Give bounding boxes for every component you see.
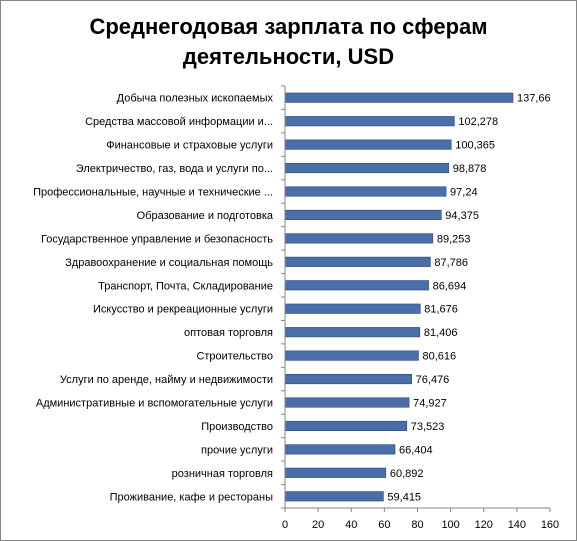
x-tick-label: 40 <box>345 519 357 531</box>
category-label: Административные и вспомогательные услуг… <box>36 398 273 410</box>
data-label: 89,253 <box>437 233 471 245</box>
data-label: 81,406 <box>424 327 458 339</box>
category-label: Финансовые и страховые услуги <box>106 140 273 152</box>
x-tick-label: 80 <box>411 519 423 531</box>
data-label: 97,24 <box>450 187 478 199</box>
bar <box>284 256 431 267</box>
x-tick-label: 120 <box>475 519 493 531</box>
category-label: розничная торговля <box>172 468 273 480</box>
data-label: 94,375 <box>445 210 479 222</box>
category-label: Образование и подготовка <box>137 210 274 222</box>
bar <box>284 233 434 244</box>
bar <box>284 186 447 197</box>
data-label: 137,66 <box>517 93 551 105</box>
category-label: Электричество, газ, вода и услуги по... <box>76 163 273 175</box>
x-tick-label: 100 <box>441 519 459 531</box>
category-label: Средства массовой информации и... <box>85 116 273 128</box>
category-label: Строительство <box>196 351 273 363</box>
category-label: Искусство и рекреационные услуги <box>93 304 273 316</box>
bar <box>284 374 412 385</box>
x-tick-label: 60 <box>378 519 390 531</box>
bar <box>284 209 442 220</box>
bar <box>284 420 408 431</box>
bar <box>284 491 384 502</box>
category-label: прочие услуги <box>201 444 273 456</box>
data-label: 98,878 <box>453 163 487 175</box>
category-label: Производство <box>201 421 273 433</box>
x-tick-label: 160 <box>541 519 559 531</box>
x-tick-label: 20 <box>312 519 324 531</box>
x-tick-label: 140 <box>508 519 526 531</box>
category-label: Проживание, кафе и рестораны <box>110 491 273 503</box>
bar <box>284 163 450 174</box>
bar <box>284 280 429 291</box>
data-label: 80,616 <box>423 351 457 363</box>
data-label: 74,927 <box>413 398 447 410</box>
bar <box>284 350 419 361</box>
data-label: 73,523 <box>411 421 445 433</box>
data-label: 81,676 <box>424 304 458 316</box>
category-label: Добыча полезных ископаемых <box>117 93 274 105</box>
bar <box>284 327 421 338</box>
data-label: 60,892 <box>390 468 424 480</box>
bar <box>284 92 514 103</box>
category-label: Здравоохранение и социальная помощь <box>65 257 273 269</box>
bar <box>284 139 452 150</box>
data-label: 87,786 <box>434 257 468 269</box>
data-label: 100,365 <box>455 140 495 152</box>
category-label: оптовая торговля <box>184 327 273 339</box>
bar <box>284 303 421 314</box>
chart-title: Среднегодовая зарплата по сферам деятель… <box>89 14 488 69</box>
bar <box>284 116 455 127</box>
data-label: 86,694 <box>433 280 467 292</box>
bar <box>284 444 396 455</box>
data-label: 66,404 <box>399 444 433 456</box>
data-label: 76,476 <box>416 374 450 386</box>
data-label: 102,278 <box>458 116 498 128</box>
category-label: Государственное управление и безопасност… <box>41 233 273 245</box>
category-label: Транспорт, Почта, Складирование <box>98 280 273 292</box>
category-label: Услуги по аренде, найму и недвижимости <box>60 374 273 386</box>
x-tick-label: 0 <box>282 519 288 531</box>
bar <box>284 467 387 478</box>
category-label: Профессиональные, научные и технические … <box>33 187 273 199</box>
bar <box>284 397 410 408</box>
data-label: 59,415 <box>387 491 421 503</box>
